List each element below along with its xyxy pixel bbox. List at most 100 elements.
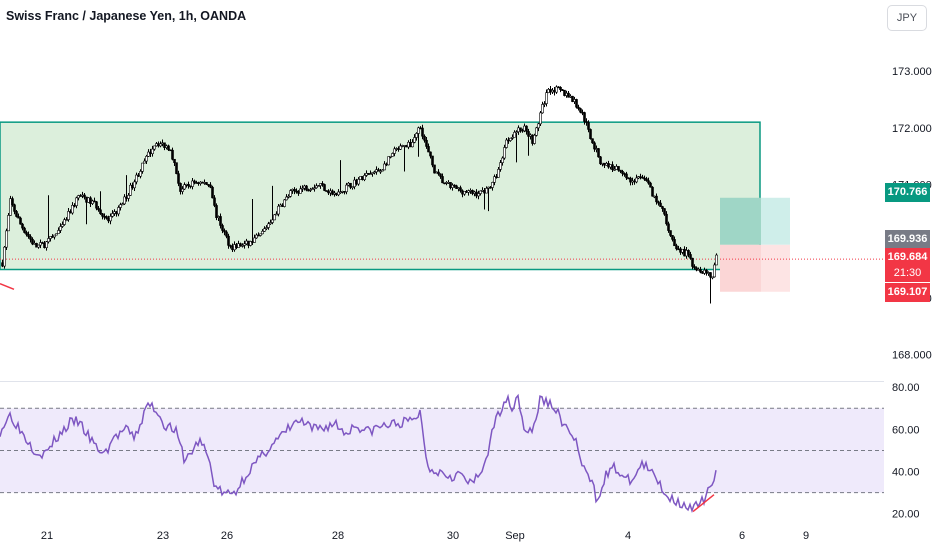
candle-body <box>525 125 528 132</box>
candle-body <box>255 234 258 239</box>
candle-body <box>139 171 142 177</box>
candle-body <box>635 177 638 183</box>
candle-body <box>669 230 672 236</box>
time-axis-tick: 9 <box>803 530 809 542</box>
candle-body <box>127 195 130 199</box>
candle-body <box>85 196 88 203</box>
candle-body <box>711 276 714 279</box>
candle-body <box>383 163 386 171</box>
candle-body <box>5 230 8 248</box>
candle-body <box>143 160 146 164</box>
candle-body <box>369 173 372 175</box>
candle-body <box>245 240 248 245</box>
candle-body <box>133 181 136 189</box>
candle-body <box>97 207 100 211</box>
candle-body <box>537 123 540 129</box>
candle-body <box>173 158 176 163</box>
candle-body <box>305 185 308 191</box>
candle-body <box>247 240 250 246</box>
candle-body <box>253 237 256 243</box>
candle-body <box>411 142 414 148</box>
candle-body <box>199 181 202 184</box>
candle-body <box>179 183 182 192</box>
candle-body <box>77 195 80 199</box>
candle-body <box>671 235 674 240</box>
candle-body <box>27 234 30 237</box>
candle-body <box>399 145 402 150</box>
candle-body <box>65 219 68 221</box>
candle-body <box>535 127 538 136</box>
candle-body <box>269 222 272 225</box>
time-axis-tick: 6 <box>739 530 745 542</box>
candle-body <box>667 223 670 231</box>
candle-body <box>661 206 664 209</box>
candlestick-series <box>1 85 718 304</box>
candle-body <box>265 227 268 229</box>
candle-body <box>267 223 270 228</box>
time-axis-tick: Sep <box>505 530 525 542</box>
candle-body <box>131 184 134 189</box>
candle-body <box>203 182 206 184</box>
candle-body <box>111 213 114 217</box>
candle-body <box>123 196 126 205</box>
candle-body <box>663 208 666 215</box>
candle-body <box>11 198 14 206</box>
currency-button[interactable]: JPY <box>887 5 927 31</box>
candle-body <box>379 170 382 173</box>
candle-body <box>107 217 110 222</box>
candle-body <box>209 184 212 188</box>
candle-body <box>515 131 518 134</box>
candle-body <box>237 243 240 248</box>
candle-body <box>73 205 76 207</box>
candle-body <box>113 211 116 214</box>
candle-body <box>9 198 12 216</box>
rsi-axis-tick: 40.00 <box>892 467 920 479</box>
candle-body <box>225 231 228 237</box>
candle-body <box>59 226 62 231</box>
candle-body <box>421 127 424 137</box>
candle-body <box>545 92 548 104</box>
candle-body <box>217 216 220 218</box>
candle-body <box>81 194 84 197</box>
candle-body <box>413 137 416 143</box>
candle-body <box>371 172 374 174</box>
candle-body <box>381 169 384 172</box>
candle-body <box>687 250 690 255</box>
candle-body <box>67 211 70 220</box>
candle-body <box>89 197 92 204</box>
candle-body <box>159 143 162 147</box>
candle-body <box>417 127 420 134</box>
rsi-axis-tick: 60.00 <box>892 424 920 436</box>
candle-body <box>389 156 392 158</box>
candle-body <box>463 191 466 195</box>
candle-body <box>177 173 180 184</box>
candle-body <box>277 205 280 215</box>
candle-body <box>191 180 194 187</box>
candle-body <box>287 195 290 198</box>
time-axis-tick: 28 <box>332 530 344 542</box>
candle-body <box>259 233 262 236</box>
candle-body <box>183 184 186 190</box>
candle-body <box>187 183 190 187</box>
long-position-target-zone-ext <box>761 197 790 245</box>
candle-body <box>585 121 588 123</box>
candle-body <box>79 195 82 197</box>
candle-body <box>311 188 314 190</box>
candle-body <box>23 227 26 233</box>
candle-body <box>655 195 658 203</box>
candle-body <box>221 225 224 231</box>
rsi-divergence-line <box>692 494 715 513</box>
candle-body <box>207 184 210 186</box>
candle-body <box>155 143 158 147</box>
candle-body <box>273 214 276 221</box>
candle-body <box>577 106 580 109</box>
candle-body <box>135 174 138 183</box>
candle-body <box>309 189 312 191</box>
time-axis-tick: 26 <box>221 530 233 542</box>
candle-body <box>151 148 154 155</box>
candle-body <box>715 254 718 266</box>
candle-body <box>429 151 432 157</box>
candle-body <box>425 139 428 147</box>
candle-body <box>393 148 396 154</box>
